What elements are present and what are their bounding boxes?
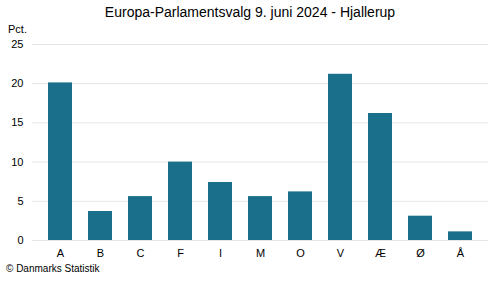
svg-text:Æ: Æ [375, 247, 386, 259]
html-text:Pct.: Pct. [8, 23, 27, 35]
svg-text:Å: Å [457, 247, 465, 259]
svg-text:C: C [137, 247, 145, 259]
svg-text:15: 15 [11, 116, 23, 128]
svg-text:25: 25 [11, 38, 23, 50]
svg-text:O: O [296, 247, 305, 259]
svg-text:5: 5 [17, 195, 23, 207]
svg-text:B: B [97, 247, 104, 259]
svg-text:20: 20 [11, 77, 23, 89]
svg-text:F: F [177, 247, 184, 259]
svg-text:I: I [219, 247, 222, 259]
html-text:© Danmarks Statistik: © Danmarks Statistik [6, 263, 100, 274]
svg-text:M: M [256, 247, 265, 259]
svg-text:0: 0 [17, 234, 23, 246]
html-text:Europa-Parlamentsvalg 9. juni: Europa-Parlamentsvalg 9. juni 2024 - Hja… [104, 4, 396, 20]
svg-text:V: V [337, 247, 345, 259]
svg-text:A: A [57, 247, 65, 259]
svg-text:10: 10 [11, 156, 23, 168]
svg-text:Ø: Ø [416, 247, 425, 259]
